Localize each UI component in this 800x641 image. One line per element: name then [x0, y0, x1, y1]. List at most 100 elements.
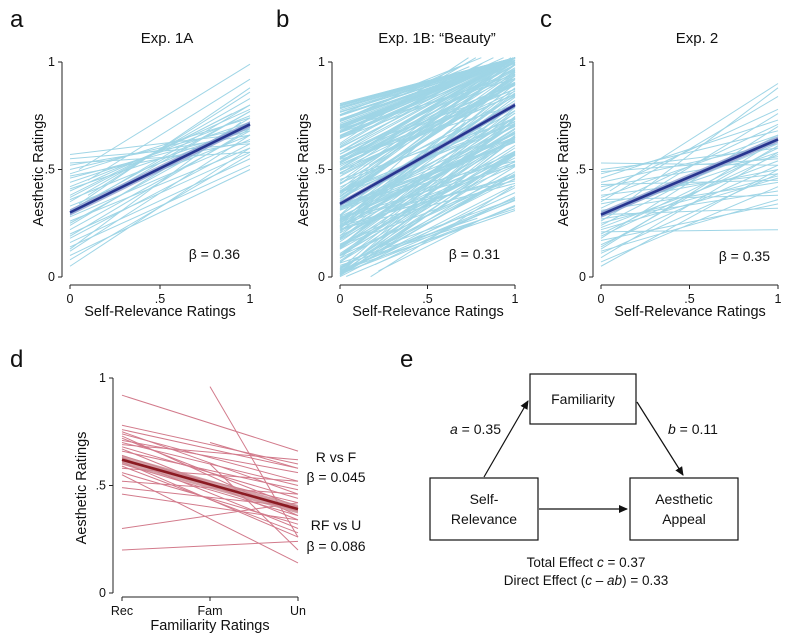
path-b-label: b = 0.11: [668, 421, 718, 437]
familiarity-box-label: Familiarity: [551, 391, 615, 407]
panel-a-subject-line-2: [69, 126, 251, 170]
panel-a-subject-line-14: [69, 138, 251, 218]
total-effect-value: = 0.37: [604, 555, 646, 570]
panel-d-x-tick-label-0: Rec: [111, 604, 133, 618]
panel-d-subject-line-25: [209, 442, 299, 469]
panel-b-subject-line-199: [339, 128, 516, 240]
panel-d-y-tick-label-1: .5: [96, 479, 106, 493]
panel-d-subject-line-6: [121, 439, 299, 474]
panel-b-y-tick-label-0: 0: [318, 270, 325, 284]
panel-d-rfvu-label: RF vs U: [311, 517, 362, 533]
panel-a-subject-line-28: [78, 87, 251, 205]
panel-c-subject-line-11: [600, 123, 779, 209]
familiarity-box: [529, 373, 637, 425]
total-effect-label: Total Effect c = 0.37: [527, 555, 646, 570]
panel-d-rvf-label: R vs F: [316, 449, 356, 465]
panel-b-subject-line-226: [339, 181, 479, 274]
panel-b-beta: β = 0.31: [449, 246, 500, 262]
panel-d-subject-line-26: [209, 463, 299, 551]
panel-c-subject-line-31: [618, 87, 779, 209]
panel-b-subject-line-232: [339, 57, 516, 153]
panel-d-subject-line-2: [121, 429, 299, 469]
panel-c-xlabel: Self-Relevance Ratings: [614, 304, 766, 320]
panel-c-subject-line-39: [600, 199, 779, 252]
panel-a-subject-line-15: [69, 147, 251, 222]
panel-b-subject-line-160: [339, 57, 516, 139]
panel-b-subject-line-153: [339, 95, 516, 193]
panel-b-subject-line-227: [339, 57, 516, 111]
panel-c-subject-line-34: [600, 175, 779, 224]
panel-d-y-tick-label-2: 1: [99, 371, 106, 385]
panel-d-subject-line-14: [121, 463, 299, 517]
panel-a-subject-line-26: [87, 78, 251, 181]
panel-b-subject-line-195: [339, 81, 516, 197]
panel-b-subject-line-96: [339, 116, 516, 256]
panel-b-ylabel: Aesthetic Ratings: [296, 114, 312, 227]
panel-b-subject-line-109: [339, 57, 516, 148]
panel-b-subject-line-210: [363, 64, 516, 154]
direct-effect-label: Direct Effect (c – ab) = 0.33: [504, 573, 668, 588]
aesthetic-appeal-line1: Aesthetic: [655, 491, 713, 507]
panel-b-subject-line-155: [339, 184, 495, 269]
panel-c-subject-line-33: [600, 207, 779, 216]
panel-c-x-tick-label-1: .5: [684, 292, 694, 306]
panel-b-x-tick-label-2: 1: [512, 292, 519, 306]
aesthetic-appeal-box: [629, 477, 739, 541]
panel-b-subject-line-191: [339, 57, 516, 122]
panel-b-subject-line-176: [339, 119, 516, 180]
panel-b-subject-line-229: [362, 57, 516, 151]
panel-b-subject-line-223: [339, 71, 516, 197]
direct-effect-var-c: c: [585, 573, 592, 588]
aesthetic-appeal-line2: Appeal: [662, 511, 706, 527]
panel-c-subject-line-30: [609, 83, 779, 192]
panel-d: 0 .5 1 Rec Fam Un R vs F β = 0.045 RF vs U β …: [74, 371, 366, 634]
self-relevance-box: [429, 477, 539, 541]
panel-c-subject-line-23: [600, 203, 779, 241]
panel-letter-b: b: [276, 6, 289, 33]
panel-d-rvf-beta: β = 0.045: [306, 469, 365, 485]
panel-b-subject-line-127: [374, 196, 516, 266]
panel-b-subject-line-200: [339, 185, 513, 275]
panel-d-subject-line-21: [121, 493, 299, 521]
panel-b-x-tick-label-1: .5: [422, 292, 432, 306]
panel-b-subject-line-212: [339, 90, 516, 174]
panel-d-x-tick-label-1: Fam: [198, 604, 223, 618]
panel-b-subject-line-234: [339, 57, 516, 126]
panel-c-subject-line-27: [600, 151, 779, 259]
path-a-var: a: [450, 421, 458, 437]
panel-b-subject-line-156: [339, 136, 516, 276]
panel-b-subject-line-238: [372, 112, 516, 220]
direct-effect-suffix: ) = 0.33: [622, 573, 668, 588]
panel-c: Exp. 2 0 .5 1 0 .5 1 β = 0.35 Self-Relevance …: [556, 30, 782, 320]
panel-c-subject-line-7: [600, 173, 779, 196]
total-effect-prefix: Total Effect: [527, 555, 597, 570]
panel-b-y-tick-label-1: .5: [315, 163, 325, 177]
panel-b-subject-line-219: [370, 184, 516, 278]
panel-b-subject-line-77: [339, 135, 516, 272]
panel-c-y-tick-label-0: 0: [579, 270, 586, 284]
panel-c-beta: β = 0.35: [719, 248, 770, 264]
panel-d-axes: 0 .5 1 Rec Fam Un: [96, 371, 306, 618]
panel-d-rfvu-beta: β = 0.086: [306, 538, 365, 554]
panel-d-subject-line-1: [121, 424, 299, 465]
panel-a-subject-line-27: [87, 91, 251, 196]
panel-b-subject-line-125: [342, 131, 493, 195]
panel-b-fit: [339, 102, 516, 207]
panel-a-subject-line-20: [69, 158, 251, 244]
panel-b: Exp. 1B: “Beauty” 0 .5 1 0 .5 1 β = 0.31 Self…: [296, 30, 519, 320]
panel-a-subject-line-19: [69, 143, 251, 239]
panel-b-y-tick-label-2: 1: [318, 55, 325, 69]
panel-letter-a: a: [10, 6, 24, 33]
panel-b-subject-line-236: [339, 68, 516, 155]
panel-c-axes: 0 .5 1 0 .5 1: [576, 55, 782, 306]
panel-c-subject-line-35: [600, 153, 779, 237]
panel-d-subject-line-8: [121, 446, 299, 499]
panel-e-mediation-diagram: Familiarity Self- Relevance Aesthetic Ap…: [429, 373, 739, 588]
panel-a-x-tick-label-1: .5: [155, 292, 165, 306]
panel-b-title: Exp. 1B: “Beauty”: [378, 30, 496, 47]
panel-a-y-tick-label-1: .5: [45, 163, 55, 177]
panel-a-fit-line: [69, 123, 251, 214]
panel-a-subject-line-25: [78, 63, 251, 170]
panel-c-title: Exp. 2: [676, 30, 719, 47]
